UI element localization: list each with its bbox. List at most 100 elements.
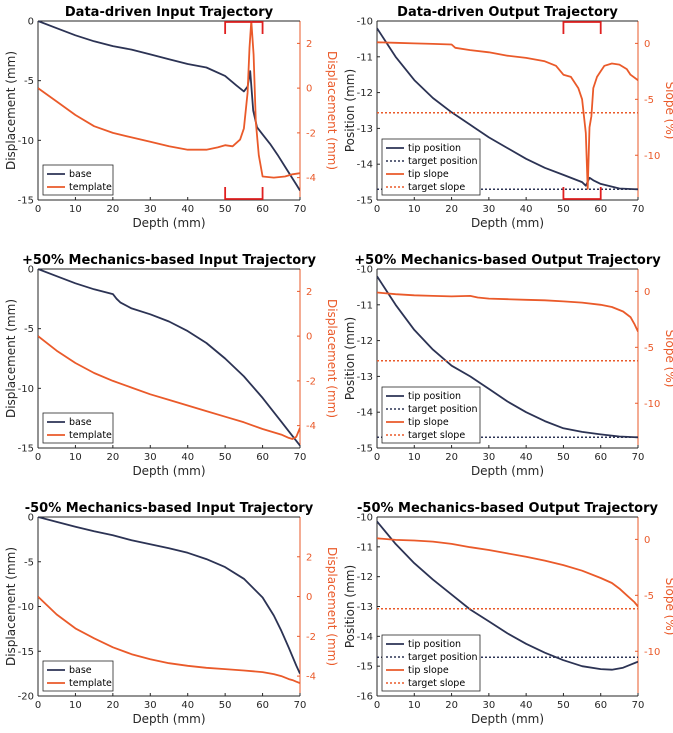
- legend: base template: [42, 660, 114, 692]
- legend-entry: tip position: [408, 639, 461, 650]
- y-tick-label: -10: [18, 136, 34, 147]
- y-tick-label: 0: [28, 265, 34, 276]
- x-tick-label: 50: [557, 452, 570, 463]
- legend-entry: template: [69, 678, 112, 689]
- x-tick-label: 40: [520, 700, 533, 711]
- y-right-tick-label: -10: [644, 647, 660, 658]
- x-tick-label: 10: [69, 452, 82, 463]
- plot-area: [377, 27, 638, 191]
- x-tick-label: 20: [445, 204, 458, 215]
- y-tick-label: -10: [18, 602, 34, 613]
- y-tick-label: -15: [357, 444, 373, 455]
- x-tick-label: 70: [632, 700, 645, 711]
- series-line-base: [38, 269, 300, 447]
- legend-entry: tip slope: [408, 417, 449, 428]
- x-axis-label: Depth (mm): [471, 712, 544, 726]
- y-right-tick-label: 0: [644, 535, 650, 546]
- x-tick-label: 40: [181, 452, 194, 463]
- x-tick-label: 10: [69, 700, 82, 711]
- series-line-template: [38, 21, 300, 179]
- y-right-tick-label: -10: [644, 399, 660, 410]
- plot-area: [377, 520, 638, 671]
- x-tick-label: 10: [408, 204, 421, 215]
- plot-area: [38, 517, 300, 684]
- x-tick-label: 40: [181, 204, 194, 215]
- y-tick-label: -5: [24, 324, 34, 335]
- x-tick-label: 70: [294, 204, 307, 215]
- x-tick-label: 30: [482, 700, 495, 711]
- x-tick-label: 0: [374, 700, 380, 711]
- x-tick-label: 40: [181, 700, 194, 711]
- y-right-axis-label: Displacement (mm): [325, 51, 339, 170]
- series-line-template: [38, 335, 300, 440]
- y-tick-label: -11: [357, 52, 373, 63]
- legend: base template: [42, 164, 114, 196]
- y-tick-label: -14: [357, 160, 373, 171]
- series-line-tip-slope: [377, 291, 638, 332]
- x-tick-label: 20: [445, 700, 458, 711]
- x-tick-label: 60: [256, 452, 269, 463]
- x-tick-label: 60: [594, 452, 607, 463]
- y-tick-label: -15: [18, 647, 34, 658]
- y-right-tick-label: -5: [644, 591, 654, 602]
- y-tick-label: -11: [357, 542, 373, 553]
- y-axis-label: Displacement (mm): [4, 547, 18, 666]
- x-tick-label: 10: [408, 452, 421, 463]
- y-tick-label: -15: [357, 662, 373, 673]
- y-tick-label: -15: [357, 196, 373, 207]
- y-right-tick-label: 0: [644, 39, 650, 50]
- y-right-axis-label: Displacement (mm): [325, 547, 339, 666]
- y-right-axis-label: Slope (%): [663, 330, 673, 388]
- chart-title: +50% Mechanics-based Output Trajectory: [354, 253, 661, 268]
- x-tick-label: 60: [594, 700, 607, 711]
- y-tick-label: -13: [357, 372, 373, 383]
- x-tick-label: 50: [219, 452, 232, 463]
- x-axis-label: Depth (mm): [132, 216, 205, 230]
- y-axis-label: Displacement (mm): [4, 299, 18, 418]
- x-tick-label: 70: [294, 452, 307, 463]
- y-tick-label: -12: [357, 572, 373, 583]
- chart-title: +50% Mechanics-based Input Trajectory: [22, 253, 317, 268]
- series-line-base: [38, 21, 300, 191]
- x-tick-label: 50: [557, 700, 570, 711]
- x-tick-label: 30: [482, 204, 495, 215]
- x-tick-label: 30: [144, 700, 157, 711]
- x-tick-label: 20: [106, 204, 119, 215]
- chart-title: Data-driven Input Trajectory: [65, 5, 274, 20]
- y-tick-label: -20: [18, 692, 34, 703]
- x-tick-label: 0: [35, 700, 41, 711]
- legend-entry: template: [69, 182, 112, 193]
- legend-box: [42, 660, 114, 692]
- y-tick-label: -16: [357, 692, 373, 703]
- y-tick-label: -10: [18, 384, 34, 395]
- x-tick-label: 10: [408, 700, 421, 711]
- legend-entry: base: [69, 417, 92, 428]
- top-bracket: [224, 21, 264, 34]
- x-tick-label: 50: [219, 204, 232, 215]
- y-right-tick-label: 0: [306, 592, 312, 603]
- legend: tip position target position tip slope targ…: [381, 634, 481, 692]
- legend: tip position target position tip slope targ…: [381, 138, 481, 196]
- x-tick-label: 50: [219, 700, 232, 711]
- y-right-tick-label: -2: [306, 376, 316, 387]
- x-tick-label: 30: [144, 452, 157, 463]
- series-line-tip-position: [377, 520, 638, 671]
- y-right-tick-label: 2: [306, 287, 312, 298]
- y-tick-label: -12: [357, 88, 373, 99]
- chart-title: -50% Mechanics-based Output Trajectory: [357, 501, 659, 516]
- bottom-bracket: [562, 187, 602, 200]
- y-right-axis-label: Displacement (mm): [325, 299, 339, 418]
- series-line-tip-slope: [377, 41, 638, 190]
- x-tick-label: 30: [144, 204, 157, 215]
- chart-title: -50% Mechanics-based Input Trajectory: [25, 501, 314, 516]
- x-tick-label: 60: [256, 204, 269, 215]
- y-tick-label: -15: [18, 196, 34, 207]
- legend-entry: target position: [408, 404, 478, 415]
- x-tick-label: 60: [256, 700, 269, 711]
- x-tick-label: 20: [106, 700, 119, 711]
- x-tick-label: 20: [445, 452, 458, 463]
- y-tick-label: -10: [357, 17, 373, 28]
- y-right-axis-label: Slope (%): [663, 578, 673, 636]
- y-right-tick-label: 2: [306, 39, 312, 50]
